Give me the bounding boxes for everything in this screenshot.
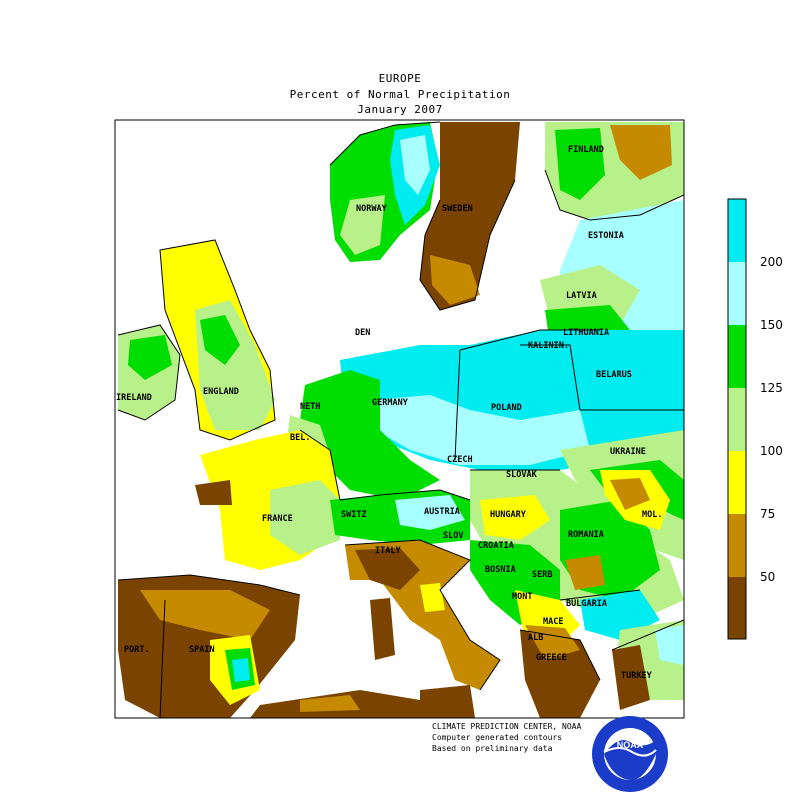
legend-swatch-100-125 [728, 388, 746, 451]
label-montenegro: MONT [512, 592, 532, 602]
label-bel: BEL. [290, 433, 310, 443]
credit-line-2: Computer generated contours [432, 733, 563, 742]
legend-swatch-below-50 [728, 577, 746, 639]
region-greece-lightbrown [525, 625, 580, 660]
legend-tick-100: 100 [760, 444, 783, 458]
region-italy-yellow [420, 583, 445, 612]
region-sweden-lightbrown [430, 255, 480, 305]
label-neth: NETH [300, 402, 320, 412]
region-poland-lightcyan [370, 395, 590, 465]
legend-swatch-50-75 [728, 514, 746, 577]
region-france-lightgreen [270, 480, 340, 555]
label-poland: POLAND [491, 403, 522, 413]
label-estonia: ESTONIA [588, 231, 624, 241]
label-latvia: LATVIA [566, 291, 597, 301]
region-turkey-brown [612, 645, 650, 710]
region-germany-green [300, 370, 440, 500]
label-portugal: PORT. [124, 645, 150, 655]
label-slovak: SLOVAK [506, 470, 538, 480]
label-ukraine: UKRAINE [610, 447, 646, 457]
label-sweden: SWEDEN [442, 204, 473, 214]
legend-tick-150: 150 [760, 318, 783, 332]
map-subtitle: Percent of Normal Precipitation [289, 88, 511, 101]
region-finland-brown [610, 125, 672, 180]
region-turkey-cyan [655, 625, 684, 665]
label-kalinin: KALININ. [528, 341, 569, 351]
credit-line-1: CLIMATE PREDICTION CENTER, NOAA [432, 722, 582, 731]
region-africa-lightbrown [300, 695, 360, 712]
legend-tick-200: 200 [760, 255, 783, 269]
region-italy-brown [355, 548, 420, 590]
legend-colorbar [727, 198, 747, 640]
region-ireland-green [128, 335, 172, 380]
map-frame [114, 119, 685, 719]
label-bosnia: BOSNIA [485, 565, 516, 575]
label-hungary: HUNGARY [490, 510, 527, 520]
region-iberia-cyan [232, 658, 250, 682]
label-italy: ITALY [375, 546, 401, 556]
label-bulgaria: BULGARIA [566, 599, 607, 609]
region-britain-green [200, 315, 240, 365]
region-sicily-brown [420, 685, 475, 718]
region-moldova-brown [610, 478, 650, 510]
label-france: FRANCE [262, 514, 293, 524]
region-iberia-lightbrown [140, 590, 270, 640]
label-moldova: MOL. [642, 510, 662, 520]
label-germany: GERMANY [372, 398, 409, 408]
region-france-brown [195, 480, 232, 505]
map-contour-layer [118, 122, 684, 718]
legend-swatch-150-200 [728, 262, 746, 325]
legend-swatch-125-150 [728, 325, 746, 388]
region-sardinia-brown [370, 598, 395, 660]
legend-tick-125: 125 [760, 381, 783, 395]
region-norway-lightgreen [340, 195, 385, 255]
credit-line-3: Based on preliminary data [432, 744, 553, 753]
label-romania: ROMANIA [568, 530, 604, 540]
label-croatia: CROATIA [478, 541, 514, 551]
map-title: EUROPE [378, 72, 422, 85]
region-alps-lightcyan [395, 495, 465, 530]
region-hungary-yellow [480, 495, 550, 540]
legend-tick-75: 75 [760, 507, 776, 521]
noaa-logo: NOAA [592, 716, 668, 792]
legend-tick-50: 50 [760, 570, 776, 584]
map-date: January 2007 [357, 103, 443, 116]
noaa-logo-text: NOAA [617, 740, 644, 750]
label-ireland: IRELAND [116, 393, 152, 403]
label-austria: AUSTRIA [424, 507, 460, 517]
label-den: DEN [355, 328, 370, 338]
country-borders [117, 121, 684, 718]
label-slovenia: SLOV [443, 531, 463, 541]
label-turkey: TURKEY [621, 671, 653, 681]
label-switz: SWITZ [341, 510, 367, 520]
label-greece: GREECE [536, 653, 567, 663]
label-albania: ALB [528, 633, 543, 643]
label-norway: NORWAY [356, 204, 388, 214]
label-belarus: BELARUS [596, 370, 632, 380]
legend-swatch-above-200 [728, 199, 746, 262]
region-norway-lightcyan [400, 135, 430, 195]
label-finland: FINLAND [568, 145, 604, 155]
label-lithuania: LITHUANIA [563, 328, 609, 338]
country-labels: FINLAND NORWAY SWEDEN ESTONIA LATVIA LIT… [116, 145, 662, 681]
label-czech: CZECH [447, 455, 473, 465]
label-macedonia: MACE [543, 617, 563, 627]
legend-swatch-75-100 [728, 451, 746, 514]
label-serbia: SERB [532, 570, 552, 580]
region-finland-green [555, 128, 605, 200]
region-greece-brown [520, 630, 600, 718]
region-romania-brown [565, 555, 605, 590]
label-england: ENGLAND [203, 387, 239, 397]
label-spain: SPAIN [189, 645, 215, 655]
